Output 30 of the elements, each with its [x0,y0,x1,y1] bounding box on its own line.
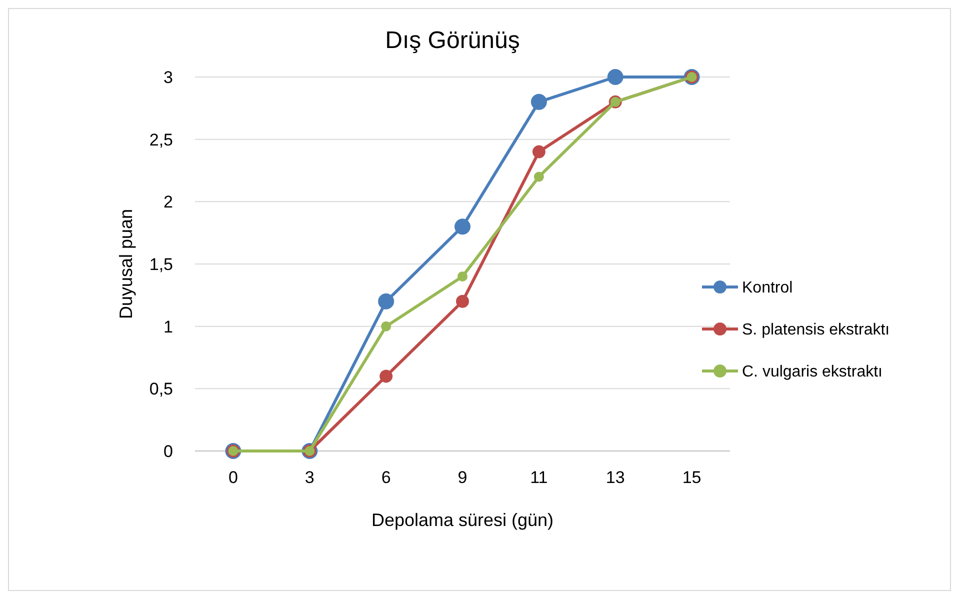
x-tick-label: 0 [228,468,238,487]
point [534,172,544,182]
point [454,218,470,235]
point [458,271,468,282]
y-axis-title: Duyusal puan [116,208,136,320]
legend-label: S. platensis ekstraktı [742,322,890,339]
y-tick-label: 1,5 [149,254,173,274]
point [380,370,393,383]
legend-label: C. vulgaris ekstraktı [742,364,882,381]
x-tick-label: 9 [458,468,468,487]
y-tick-label: 3 [164,68,173,87]
y-tick-label: 2 [164,192,173,212]
legend-label: Kontrol [742,280,793,297]
y-tick-label: 0 [164,442,173,461]
y-tick-label: 2,5 [149,130,173,150]
point [378,293,394,310]
point [381,321,392,332]
x-tick-label: 15 [682,468,702,487]
point [532,145,546,158]
chart-title: Dış Görünüş [385,27,520,54]
x-tick-label: 11 [530,468,548,487]
x-tick-label: 6 [381,468,391,487]
point [530,94,547,110]
x-tick-label: 13 [606,468,625,487]
y-tick-label: 0,5 [149,380,173,399]
x-axis-title: Depolama süresi (gün) [371,510,554,530]
point [456,294,469,308]
y-tick-label: 1 [164,317,173,336]
point [607,69,624,85]
x-tick-label: 3 [304,468,314,487]
